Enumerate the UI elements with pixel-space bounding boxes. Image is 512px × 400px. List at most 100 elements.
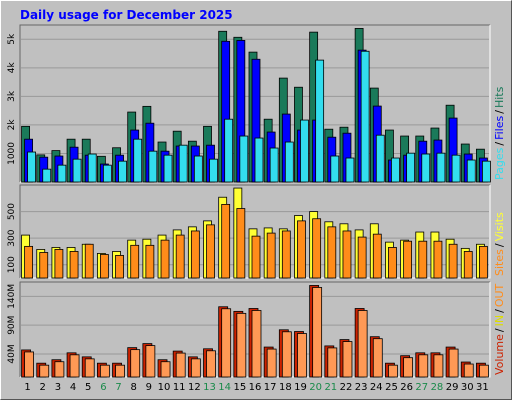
x-tick-label: 27 xyxy=(415,382,428,393)
bar xyxy=(102,164,112,183)
bar xyxy=(281,230,291,279)
bar xyxy=(39,252,49,279)
legend-separator: / xyxy=(493,328,506,332)
legend-item: Sites xyxy=(493,249,506,276)
x-tick-label: 8 xyxy=(131,382,137,393)
bar xyxy=(342,230,352,279)
y-tick-label: 5k xyxy=(7,33,17,45)
x-tick-label: 13 xyxy=(203,382,216,393)
bar xyxy=(160,239,170,279)
bar xyxy=(357,310,368,378)
bar xyxy=(178,144,188,183)
legend: Sites / Visits xyxy=(493,212,506,276)
bar xyxy=(24,245,33,279)
chart-title: Daily usage for December 2025 xyxy=(20,8,233,22)
bar xyxy=(130,349,141,378)
bar xyxy=(145,244,155,279)
x-tick-label: 25 xyxy=(385,382,398,393)
bar xyxy=(87,153,97,183)
x-tick-label: 26 xyxy=(400,382,413,393)
x-tick-label: 9 xyxy=(146,382,152,393)
bar xyxy=(42,168,52,183)
bar xyxy=(330,155,340,183)
x-tick-label: 5 xyxy=(85,382,91,393)
x-tick-label: 14 xyxy=(218,382,231,393)
y-tick-label: 3k xyxy=(7,90,17,102)
bar xyxy=(284,141,294,183)
bar xyxy=(251,310,262,378)
x-tick-label: 6 xyxy=(100,382,106,393)
bar xyxy=(372,338,383,378)
bar xyxy=(357,236,367,279)
bar xyxy=(375,134,385,183)
legend-separator: / xyxy=(493,243,506,247)
bar xyxy=(193,155,203,183)
y-tick-label: 300 xyxy=(7,229,17,246)
bar xyxy=(118,160,127,183)
bar xyxy=(403,357,414,378)
bar xyxy=(372,233,382,279)
y-tick-label: 500 xyxy=(7,203,17,220)
bar xyxy=(224,118,234,183)
bar xyxy=(482,160,491,183)
x-tick-label: 28 xyxy=(431,382,444,393)
bar xyxy=(175,352,186,378)
bar xyxy=(266,232,276,279)
x-tick-label: 21 xyxy=(324,382,337,393)
bar xyxy=(479,245,488,279)
bar xyxy=(57,164,67,183)
bar xyxy=(115,364,125,378)
bar xyxy=(315,59,325,183)
x-tick-label: 4 xyxy=(70,382,76,393)
bar xyxy=(403,240,413,279)
bar xyxy=(406,152,416,183)
bar xyxy=(206,350,216,378)
y-tick-label: 90M xyxy=(7,316,17,335)
bar xyxy=(54,361,65,378)
bar xyxy=(69,354,80,378)
bar xyxy=(27,151,36,183)
y-tick-label: 40M xyxy=(7,344,17,363)
x-tick-label: 22 xyxy=(340,382,353,393)
bar xyxy=(115,255,124,279)
bar xyxy=(433,240,443,279)
bar xyxy=(451,154,461,183)
legend-separator: / xyxy=(493,142,506,146)
x-tick-label: 7 xyxy=(115,382,121,393)
bar xyxy=(391,157,400,183)
x-tick-label: 18 xyxy=(279,382,292,393)
x-tick-label: 1 xyxy=(24,382,30,393)
legend: Volume / IN / OUT xyxy=(493,283,506,375)
x-tick-label: 30 xyxy=(461,382,474,393)
bar xyxy=(433,354,444,378)
y-tick-label: 2k xyxy=(7,119,17,131)
legend-item: Visits xyxy=(493,212,506,241)
x-tick-label: 12 xyxy=(188,382,201,393)
x-tick-label: 3 xyxy=(55,382,61,393)
legend-item: Hits xyxy=(493,86,506,108)
bar xyxy=(421,153,431,183)
bar xyxy=(84,243,94,279)
bar xyxy=(342,341,353,378)
legend-item: Volume xyxy=(493,334,506,375)
bar xyxy=(206,224,215,279)
bar xyxy=(466,159,476,183)
bar xyxy=(418,240,428,279)
bar xyxy=(160,361,171,378)
bar xyxy=(448,243,458,279)
bar xyxy=(145,345,156,378)
bar xyxy=(236,312,247,378)
bar xyxy=(479,364,489,378)
x-tick-label: 31 xyxy=(476,382,489,393)
bar xyxy=(133,138,143,183)
bar xyxy=(436,152,446,183)
bar xyxy=(448,348,459,378)
legend-item: Pages xyxy=(493,147,506,180)
x-tick-label: 15 xyxy=(233,382,246,393)
bar xyxy=(281,331,292,378)
x-tick-label: 17 xyxy=(264,382,277,393)
y-tick-label: 140M xyxy=(7,284,17,309)
y-tick-label: 100 xyxy=(7,256,17,273)
